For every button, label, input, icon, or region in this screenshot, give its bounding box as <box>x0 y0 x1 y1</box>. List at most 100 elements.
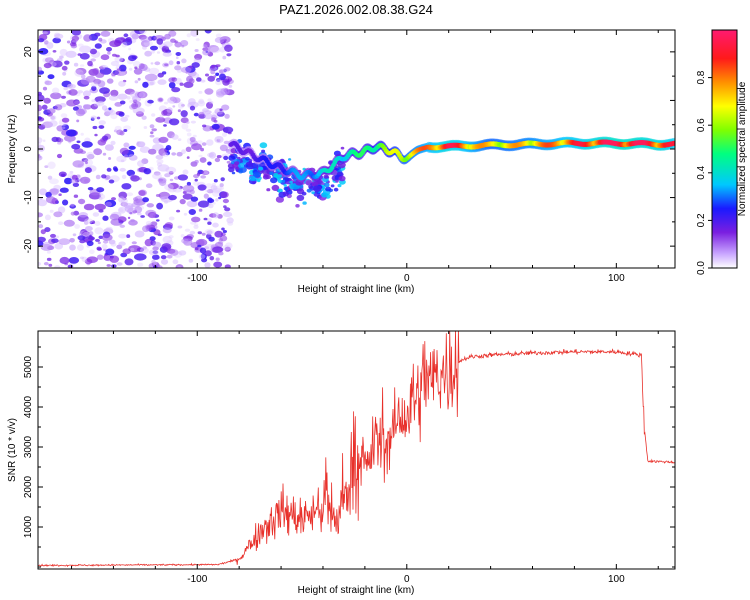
noise-blob <box>82 158 94 167</box>
noise-blob <box>222 230 227 233</box>
noise-blob <box>151 128 157 132</box>
noise-blob <box>220 87 230 96</box>
noise-blob <box>139 247 149 254</box>
noise-blob <box>71 143 81 150</box>
spectrogram-ytick-label: -20 <box>23 238 34 253</box>
ridge-core <box>671 140 675 146</box>
noise-blob <box>95 72 105 78</box>
snr-ytick-label: 4000 <box>23 395 34 418</box>
noise-blob <box>191 62 200 68</box>
noise-blob <box>128 67 133 71</box>
noise-blob <box>127 216 131 220</box>
noise-blob <box>121 183 132 190</box>
noise-blob <box>185 146 192 152</box>
noise-blob <box>78 198 86 205</box>
noise-blob <box>214 37 225 44</box>
noise-blob <box>62 71 67 76</box>
spread-blob <box>256 179 261 183</box>
noise-blob <box>143 126 148 129</box>
noise-blob <box>94 227 104 235</box>
noise-blob <box>66 99 78 107</box>
noise-blob <box>65 129 77 137</box>
noise-blob <box>69 238 75 243</box>
noise-blob <box>106 109 116 116</box>
noise-blob <box>180 66 192 73</box>
noise-blob <box>87 153 95 160</box>
snr-marks <box>38 331 675 568</box>
noise-blob <box>38 117 45 122</box>
noise-blob <box>68 257 80 264</box>
noise-blob <box>134 80 139 84</box>
spread-blob <box>248 175 256 181</box>
noise-blob <box>105 226 113 231</box>
noise-blob <box>111 72 116 77</box>
colorbar-frame <box>711 29 738 269</box>
noise-blob <box>69 244 76 251</box>
noise-blob <box>64 177 73 185</box>
noise-blob <box>204 113 213 120</box>
noise-blob <box>61 65 68 71</box>
spread-blob <box>270 177 278 184</box>
noise-blob <box>202 124 207 128</box>
noise-blob <box>166 107 173 113</box>
spread-blob <box>262 174 269 180</box>
noise-blob <box>138 190 146 196</box>
spread-blob <box>301 191 307 196</box>
noise-blob <box>126 96 131 100</box>
noise-blob <box>90 117 95 121</box>
noise-blob <box>122 197 127 201</box>
noise-blob <box>58 138 64 143</box>
noise-blob <box>142 197 150 203</box>
noise-blob <box>194 159 199 164</box>
noise-blob <box>220 177 225 182</box>
spectrogram-ytick-label: 10 <box>23 94 34 106</box>
noise-blob <box>169 249 179 256</box>
noise-blob <box>101 105 108 111</box>
noise-blob <box>41 104 48 110</box>
spread-blob <box>306 188 312 193</box>
noise-blob <box>43 97 51 104</box>
noise-blob <box>216 78 221 82</box>
noise-blob <box>43 62 52 69</box>
noise-blob <box>177 225 183 229</box>
spread-blob <box>333 187 339 192</box>
noise-blob <box>190 30 199 37</box>
noise-blob <box>214 230 223 238</box>
noise-blob <box>100 54 110 61</box>
noise-blob <box>38 66 42 72</box>
noise-blob <box>155 116 166 123</box>
noise-blob <box>224 113 230 119</box>
noise-blob <box>105 248 115 256</box>
noise-blob <box>228 84 233 88</box>
noise-blob <box>187 101 199 109</box>
noise-blob <box>118 208 124 213</box>
noise-blob <box>206 139 214 146</box>
noise-blob <box>149 212 156 218</box>
noise-blob <box>98 125 105 129</box>
noise-blob <box>38 137 43 144</box>
noise-blob <box>196 77 202 82</box>
noise-blob <box>89 249 95 255</box>
noise-blob <box>200 79 206 83</box>
noise-blob <box>202 49 211 56</box>
noise-blob <box>82 231 91 237</box>
noise-blob <box>214 136 224 144</box>
noise-blob <box>203 193 209 199</box>
noise-blob <box>162 62 170 68</box>
noise-blob <box>110 242 117 247</box>
noise-blob <box>145 220 152 226</box>
noise-blob <box>62 199 69 206</box>
colorbar-gradient <box>712 30 737 268</box>
spread-blob <box>266 188 271 192</box>
noise-blob <box>100 30 111 37</box>
noise-blob <box>157 164 170 172</box>
colorbar-tick-label: 0.0 <box>696 261 707 275</box>
noise-blob <box>166 113 171 117</box>
noise-blob <box>142 81 149 88</box>
noise-blob <box>162 51 172 57</box>
noise-blob <box>95 238 100 242</box>
noise-blob <box>212 212 220 219</box>
noise-blob <box>106 167 112 172</box>
spread-blob <box>337 184 342 188</box>
noise-blob <box>57 155 62 159</box>
